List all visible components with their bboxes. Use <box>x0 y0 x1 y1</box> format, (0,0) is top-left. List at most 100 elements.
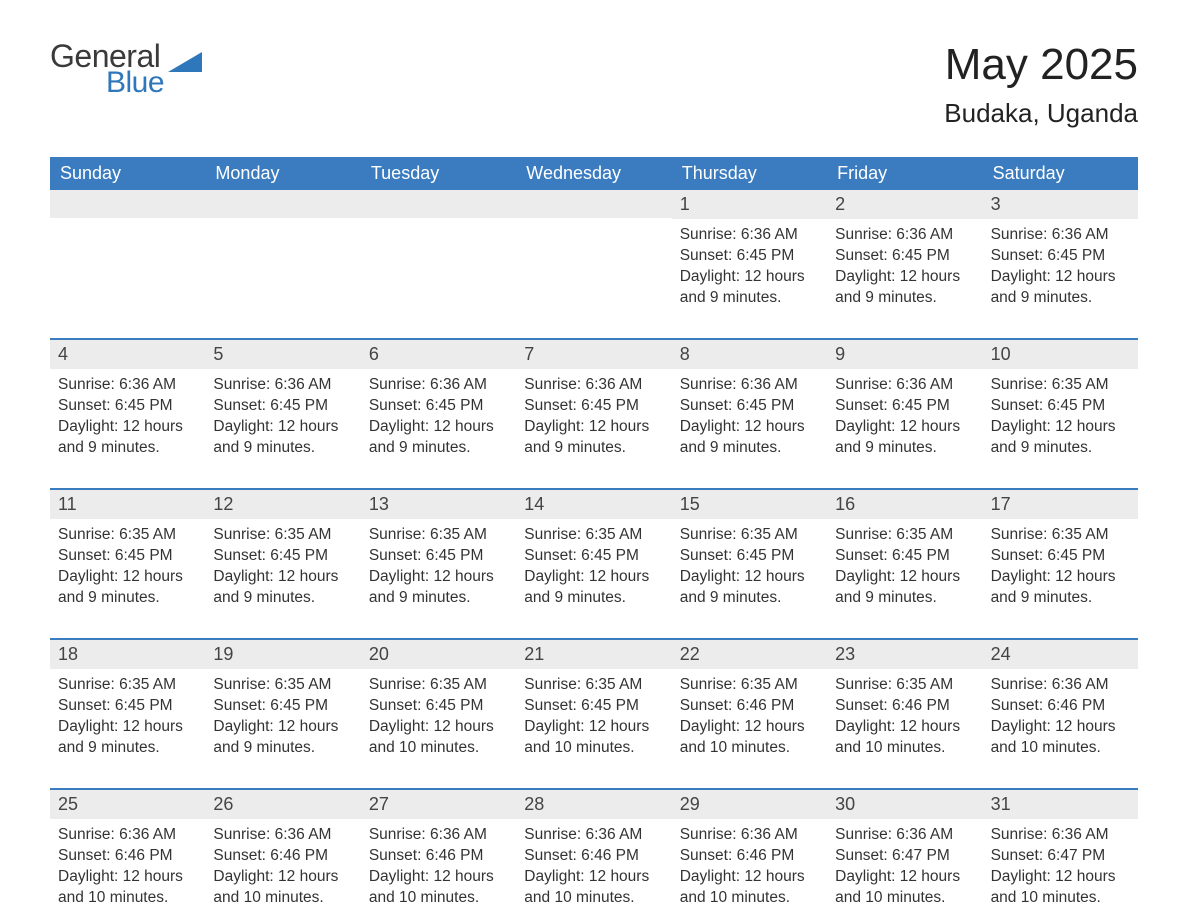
day-body: Sunrise: 6:36 AMSunset: 6:45 PMDaylight:… <box>827 219 982 313</box>
sunrise-line: Sunrise: 6:35 AM <box>369 675 508 696</box>
day-number: 13 <box>361 490 516 519</box>
sunset-line: Sunset: 6:46 PM <box>524 846 663 867</box>
day-number: 6 <box>361 340 516 369</box>
day-header-row: SundayMondayTuesdayWednesdayThursdayFrid… <box>50 157 1138 190</box>
sunrise-line: Sunrise: 6:36 AM <box>213 825 352 846</box>
sunrise-line: Sunrise: 6:36 AM <box>991 825 1130 846</box>
daylight-line: Daylight: 12 hours and 10 minutes. <box>991 717 1130 759</box>
daylight-line: Daylight: 12 hours and 10 minutes. <box>524 717 663 759</box>
day-body: Sunrise: 6:36 AMSunset: 6:45 PMDaylight:… <box>983 219 1138 313</box>
day-body: Sunrise: 6:35 AMSunset: 6:46 PMDaylight:… <box>827 669 982 763</box>
day-cell: 6Sunrise: 6:36 AMSunset: 6:45 PMDaylight… <box>361 340 516 470</box>
day-cell: 26Sunrise: 6:36 AMSunset: 6:46 PMDayligh… <box>205 790 360 920</box>
day-cell: 23Sunrise: 6:35 AMSunset: 6:46 PMDayligh… <box>827 640 982 770</box>
day-cell: 19Sunrise: 6:35 AMSunset: 6:45 PMDayligh… <box>205 640 360 770</box>
week-row: 4Sunrise: 6:36 AMSunset: 6:45 PMDaylight… <box>50 338 1138 470</box>
day-number: 10 <box>983 340 1138 369</box>
sunset-line: Sunset: 6:45 PM <box>524 546 663 567</box>
sunrise-line: Sunrise: 6:36 AM <box>835 225 974 246</box>
day-cell: 29Sunrise: 6:36 AMSunset: 6:46 PMDayligh… <box>672 790 827 920</box>
sunrise-line: Sunrise: 6:35 AM <box>524 675 663 696</box>
sunset-line: Sunset: 6:45 PM <box>58 396 197 417</box>
day-number: 23 <box>827 640 982 669</box>
daylight-line: Daylight: 12 hours and 9 minutes. <box>213 567 352 609</box>
sunset-line: Sunset: 6:45 PM <box>369 396 508 417</box>
sunset-line: Sunset: 6:45 PM <box>58 696 197 717</box>
sunset-line: Sunset: 6:47 PM <box>835 846 974 867</box>
day-number: 14 <box>516 490 671 519</box>
day-number: 16 <box>827 490 982 519</box>
day-number: 29 <box>672 790 827 819</box>
day-number: 3 <box>983 190 1138 219</box>
sunrise-line: Sunrise: 6:36 AM <box>369 375 508 396</box>
day-number: 18 <box>50 640 205 669</box>
location-label: Budaka, Uganda <box>944 98 1138 129</box>
day-cell: 8Sunrise: 6:36 AMSunset: 6:45 PMDaylight… <box>672 340 827 470</box>
day-header: Saturday <box>983 157 1138 190</box>
daylight-line: Daylight: 12 hours and 10 minutes. <box>524 867 663 909</box>
sunrise-line: Sunrise: 6:36 AM <box>835 375 974 396</box>
sunrise-line: Sunrise: 6:35 AM <box>524 525 663 546</box>
day-body: Sunrise: 6:35 AMSunset: 6:45 PMDaylight:… <box>516 669 671 763</box>
daylight-line: Daylight: 12 hours and 9 minutes. <box>213 417 352 459</box>
day-body: Sunrise: 6:35 AMSunset: 6:45 PMDaylight:… <box>827 519 982 613</box>
day-number: 8 <box>672 340 827 369</box>
sunset-line: Sunset: 6:46 PM <box>369 846 508 867</box>
sunset-line: Sunset: 6:45 PM <box>991 546 1130 567</box>
sunrise-line: Sunrise: 6:36 AM <box>991 675 1130 696</box>
daylight-line: Daylight: 12 hours and 10 minutes. <box>369 717 508 759</box>
day-number: 21 <box>516 640 671 669</box>
sunset-line: Sunset: 6:46 PM <box>680 846 819 867</box>
day-body: Sunrise: 6:36 AMSunset: 6:47 PMDaylight:… <box>983 819 1138 913</box>
day-number: 5 <box>205 340 360 369</box>
day-number: 12 <box>205 490 360 519</box>
sunrise-line: Sunrise: 6:35 AM <box>835 525 974 546</box>
day-cell <box>516 190 671 320</box>
day-header: Wednesday <box>516 157 671 190</box>
week-row: 25Sunrise: 6:36 AMSunset: 6:46 PMDayligh… <box>50 788 1138 920</box>
day-cell: 10Sunrise: 6:35 AMSunset: 6:45 PMDayligh… <box>983 340 1138 470</box>
day-number: 30 <box>827 790 982 819</box>
day-header: Monday <box>205 157 360 190</box>
sunset-line: Sunset: 6:46 PM <box>835 696 974 717</box>
sunset-line: Sunset: 6:45 PM <box>213 396 352 417</box>
day-body: Sunrise: 6:36 AMSunset: 6:45 PMDaylight:… <box>827 369 982 463</box>
logo-text-blue: Blue <box>106 68 164 98</box>
day-cell <box>361 190 516 320</box>
day-cell: 22Sunrise: 6:35 AMSunset: 6:46 PMDayligh… <box>672 640 827 770</box>
daylight-line: Daylight: 12 hours and 10 minutes. <box>991 867 1130 909</box>
daylight-line: Daylight: 12 hours and 9 minutes. <box>835 417 974 459</box>
day-body: Sunrise: 6:35 AMSunset: 6:46 PMDaylight:… <box>672 669 827 763</box>
sunrise-line: Sunrise: 6:36 AM <box>680 825 819 846</box>
day-number: 28 <box>516 790 671 819</box>
daylight-line: Daylight: 12 hours and 9 minutes. <box>524 417 663 459</box>
day-body: Sunrise: 6:36 AMSunset: 6:46 PMDaylight:… <box>983 669 1138 763</box>
day-cell: 14Sunrise: 6:35 AMSunset: 6:45 PMDayligh… <box>516 490 671 620</box>
daylight-line: Daylight: 12 hours and 10 minutes. <box>835 867 974 909</box>
day-body: Sunrise: 6:35 AMSunset: 6:45 PMDaylight:… <box>983 369 1138 463</box>
day-cell: 28Sunrise: 6:36 AMSunset: 6:46 PMDayligh… <box>516 790 671 920</box>
sunset-line: Sunset: 6:46 PM <box>991 696 1130 717</box>
day-body: Sunrise: 6:36 AMSunset: 6:45 PMDaylight:… <box>50 369 205 463</box>
day-body: Sunrise: 6:36 AMSunset: 6:46 PMDaylight:… <box>516 819 671 913</box>
day-body: Sunrise: 6:36 AMSunset: 6:45 PMDaylight:… <box>672 219 827 313</box>
daylight-line: Daylight: 12 hours and 9 minutes. <box>369 567 508 609</box>
sunrise-line: Sunrise: 6:36 AM <box>213 375 352 396</box>
daylight-line: Daylight: 12 hours and 9 minutes. <box>58 417 197 459</box>
day-number: 19 <box>205 640 360 669</box>
day-cell: 11Sunrise: 6:35 AMSunset: 6:45 PMDayligh… <box>50 490 205 620</box>
day-header: Tuesday <box>361 157 516 190</box>
sunrise-line: Sunrise: 6:35 AM <box>680 675 819 696</box>
sunrise-line: Sunrise: 6:36 AM <box>680 225 819 246</box>
day-cell <box>205 190 360 320</box>
day-body: Sunrise: 6:35 AMSunset: 6:45 PMDaylight:… <box>672 519 827 613</box>
sunset-line: Sunset: 6:47 PM <box>991 846 1130 867</box>
day-cell: 12Sunrise: 6:35 AMSunset: 6:45 PMDayligh… <box>205 490 360 620</box>
sunset-line: Sunset: 6:45 PM <box>680 396 819 417</box>
day-body: Sunrise: 6:36 AMSunset: 6:45 PMDaylight:… <box>516 369 671 463</box>
day-cell: 3Sunrise: 6:36 AMSunset: 6:45 PMDaylight… <box>983 190 1138 320</box>
day-header: Friday <box>827 157 982 190</box>
sunset-line: Sunset: 6:45 PM <box>680 546 819 567</box>
daylight-line: Daylight: 12 hours and 10 minutes. <box>680 717 819 759</box>
daylight-line: Daylight: 12 hours and 9 minutes. <box>680 417 819 459</box>
